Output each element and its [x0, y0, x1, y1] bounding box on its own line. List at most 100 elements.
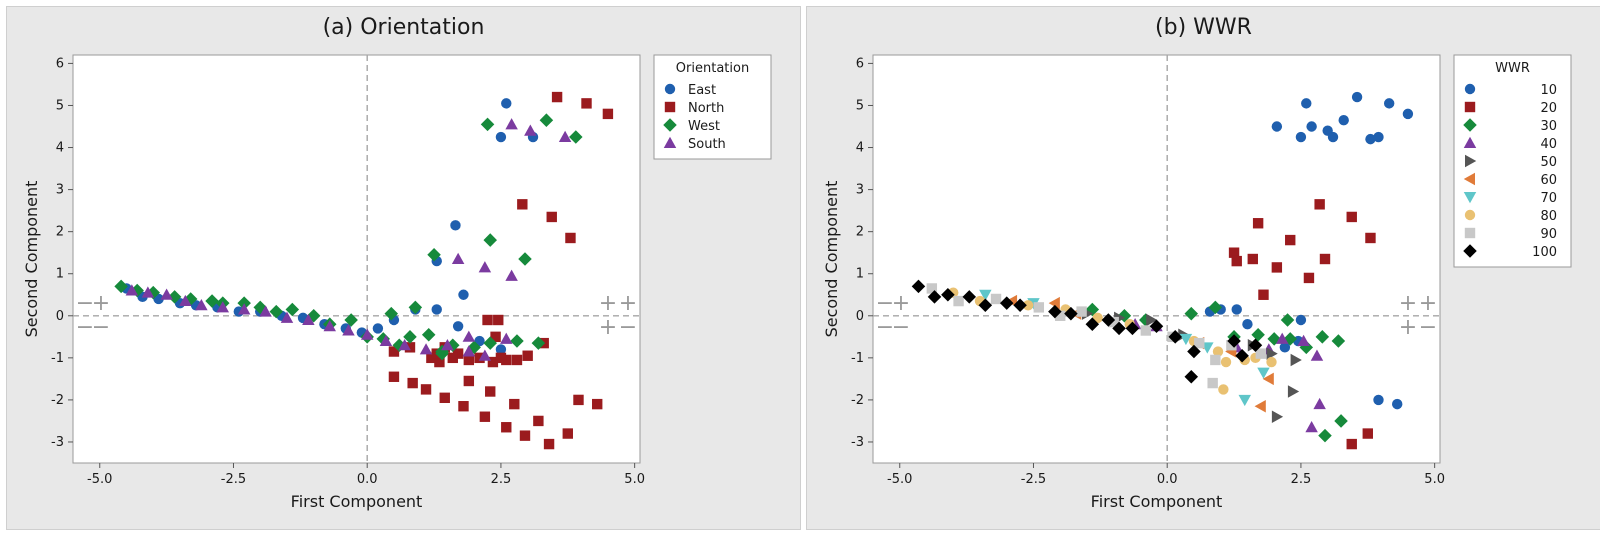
- data-point-60: [1254, 399, 1266, 413]
- data-point-10: [1365, 133, 1376, 145]
- data-point-north: [404, 342, 416, 353]
- data-point-south: [505, 269, 518, 281]
- quadrant-sign-marker: +: [1399, 315, 1417, 340]
- data-point-20: [1314, 199, 1325, 210]
- quadrant-sign-marker: −: [619, 315, 637, 340]
- data-point-100: [1013, 298, 1027, 313]
- data-point-south: [524, 124, 537, 136]
- data-point-100: [1085, 317, 1100, 331]
- legend-title: WWR: [1495, 61, 1530, 76]
- data-point-north: [565, 232, 576, 244]
- data-point-north: [495, 352, 507, 364]
- data-point-north: [522, 350, 533, 361]
- quadrant-sign-marker: +: [599, 291, 617, 316]
- data-point-south: [141, 286, 155, 298]
- data-point-north: [602, 108, 614, 120]
- data-point-west: [518, 252, 532, 266]
- data-point-90: [1108, 316, 1119, 328]
- legend-marker-60: [1463, 172, 1475, 186]
- data-point-north: [447, 352, 458, 364]
- quadrant-sign-marker: −: [76, 291, 94, 316]
- data-point-north: [482, 314, 493, 326]
- data-point-10: [1402, 108, 1414, 120]
- quadrant-sign-marker: −: [876, 291, 894, 316]
- data-point-30: [1117, 309, 1132, 323]
- data-point-west: [421, 327, 436, 342]
- data-point-100: [999, 296, 1014, 310]
- data-point-20: [1228, 247, 1240, 258]
- data-point-10: [1383, 98, 1395, 109]
- y-tick-label: 4: [856, 141, 864, 156]
- quadrant-sign-marker: −: [76, 315, 94, 340]
- legend-marker-50: [1465, 154, 1477, 168]
- data-point-north: [458, 401, 469, 412]
- data-point-south: [302, 313, 315, 325]
- data-point-north: [439, 392, 450, 404]
- scatter-plot-orientation: −+−−+ ++ −-5.0 -2.5 0.0 2.5 5.06543210-1-2-3Fi…: [22, 54, 772, 511]
- data-point-10: [1373, 131, 1384, 143]
- data-point-south: [505, 118, 518, 130]
- y-axis-label: Second Component: [822, 181, 841, 338]
- data-point-20: [1258, 289, 1269, 300]
- data-point-north: [543, 438, 555, 450]
- quadrant-sign-marker: +: [619, 291, 637, 316]
- data-point-80: [1218, 384, 1229, 395]
- data-point-10: [1306, 121, 1317, 132]
- y-tick-label: 0: [856, 309, 864, 324]
- x-axis-label: First Component: [291, 492, 423, 511]
- y-tick-label: 4: [56, 141, 64, 156]
- y-axis-label: Second Component: [22, 181, 41, 338]
- data-point-west: [480, 117, 495, 132]
- data-point-90: [990, 293, 1002, 305]
- y-tick-label: -1: [851, 351, 864, 366]
- data-point-50: [1146, 313, 1158, 327]
- data-point-west: [483, 336, 497, 350]
- legend-label-south: South: [688, 137, 726, 152]
- data-point-south: [379, 334, 393, 347]
- legend-label-20: 20: [1540, 101, 1557, 116]
- data-point-west: [269, 304, 284, 319]
- data-point-60: [1262, 372, 1274, 386]
- y-tick-label: 6: [56, 56, 64, 71]
- data-point-40: [1275, 332, 1289, 344]
- y-tick-label: 1: [856, 267, 864, 282]
- chart-panel-orientation: (a) Orientation − + − − + + + − -5.0 -2.5 0.0 2.5 5.…: [6, 6, 801, 530]
- data-point-20: [1285, 234, 1296, 246]
- legend-label-70: 70: [1540, 191, 1557, 206]
- legend-marker-10: [1464, 83, 1476, 95]
- data-point-60: [1005, 294, 1018, 308]
- data-point-north: [501, 422, 512, 433]
- data-point-100: [978, 298, 993, 313]
- data-point-10: [1242, 318, 1253, 330]
- legend-label-50: 50: [1540, 155, 1557, 170]
- data-point-60: [1048, 296, 1060, 310]
- scatter-plot-wwr: −+−−+ ++ −-5.0 -2.5 0.0 2.5 5.06543210-1-2-3Fi…: [822, 54, 1572, 511]
- data-point-100: [1187, 344, 1201, 359]
- x-tick-label: 5.0: [624, 472, 645, 487]
- data-point-90: [1207, 377, 1218, 389]
- data-point-south: [195, 299, 208, 311]
- data-point-100: [1227, 334, 1241, 348]
- x-tick-label: -5.0: [87, 472, 112, 487]
- data-point-100: [1184, 370, 1199, 384]
- quadrant-sign-marker: +: [1399, 291, 1417, 316]
- data-point-90: [1076, 306, 1087, 317]
- data-point-north: [533, 415, 544, 427]
- legend-marker-20: [1464, 101, 1476, 113]
- legend-marker-100: [1463, 244, 1477, 258]
- data-point-100: [1048, 304, 1062, 319]
- data-point-south: [216, 301, 230, 313]
- y-tick-label: 2: [856, 225, 864, 240]
- legend-marker-70: [1463, 192, 1477, 204]
- data-point-south: [125, 284, 139, 296]
- data-point-west: [285, 302, 300, 317]
- data-point-100: [1235, 348, 1249, 363]
- data-point-north: [573, 394, 584, 406]
- legend-label-west: West: [688, 119, 720, 134]
- y-tick-label: 1: [56, 267, 64, 282]
- data-point-north: [509, 398, 520, 410]
- legend-label-east: East: [688, 83, 716, 98]
- legend-marker-80: [1464, 209, 1476, 221]
- legend-marker-40: [1463, 136, 1477, 148]
- data-point-100: [1149, 319, 1164, 334]
